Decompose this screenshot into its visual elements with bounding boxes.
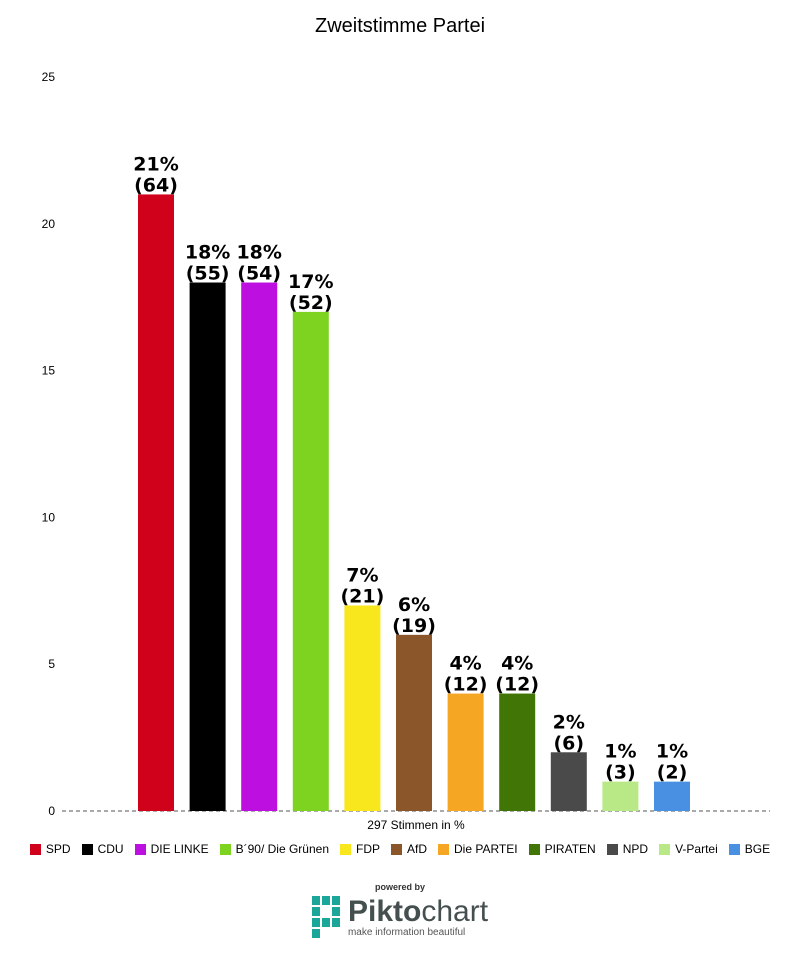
legend-swatch: [606, 843, 618, 855]
brand-tagline: make information beautiful: [347, 926, 466, 938]
legend-label: V-Partei: [675, 842, 718, 856]
legend-swatch: [438, 843, 450, 855]
piktochart-logo: powered by Piktochart make information b…: [0, 882, 800, 938]
data-label-percent: 6%: [398, 594, 430, 616]
data-label-count: (52): [289, 292, 333, 314]
data-label-count: (12): [444, 674, 488, 696]
bar-piraten: [499, 693, 536, 811]
bar-fdp: [344, 605, 381, 811]
data-label-count: (12): [495, 674, 539, 696]
bar-cdu: [189, 282, 226, 811]
data-label-count: (3): [605, 762, 636, 784]
bar-b-90-die-gr-nen: [292, 311, 329, 811]
bar-v-partei: [602, 781, 639, 811]
legend-item[interactable]: PIRATEN: [528, 842, 596, 856]
legend-item[interactable]: B´90/ Die Grünen: [219, 842, 329, 856]
bar-afd: [396, 634, 432, 811]
legend-item[interactable]: AfD: [391, 842, 427, 856]
data-label-count: (64): [134, 174, 178, 196]
data-label-count: (19): [392, 615, 436, 637]
chart-title: Zweitstimme Partei: [315, 15, 485, 37]
data-label-percent: 7%: [346, 564, 378, 586]
brand-bold: Pikto: [347, 894, 422, 928]
legend-label: SPD: [45, 842, 71, 856]
legend-label: DIE LINKE: [150, 842, 209, 856]
bar-die-linke: [241, 282, 278, 811]
legend-item[interactable]: V-Partei: [659, 842, 718, 856]
legend-item[interactable]: DIE LINKE: [134, 842, 209, 856]
legend: SPD CDU DIE LINKE B´90/ Die Grünen FDP AfD Die…: [0, 842, 800, 856]
legend-swatch: [391, 843, 402, 855]
data-label-percent: 18%: [236, 242, 281, 264]
data-label-percent: 18%: [185, 242, 230, 264]
legend-swatch: [81, 843, 93, 855]
data-label-percent: 4%: [449, 653, 481, 675]
data-label-percent: 17%: [288, 271, 333, 293]
y-tick-label: 10: [42, 510, 56, 524]
y-tick-label: 15: [42, 364, 56, 378]
legend-item[interactable]: SPD: [29, 842, 71, 856]
data-label-percent: 1%: [604, 741, 636, 763]
data-label-count: (21): [340, 585, 384, 607]
data-label-percent: 21%: [133, 153, 178, 175]
data-label-count: (55): [186, 263, 230, 285]
legend-item[interactable]: CDU: [81, 842, 124, 856]
data-label-count: (2): [657, 762, 688, 784]
legend-label: NPD: [622, 842, 649, 856]
legend-swatch: [29, 843, 41, 855]
legend-label: Die PARTEI: [454, 842, 518, 856]
legend-label: CDU: [97, 842, 124, 856]
bar-bge: [654, 781, 690, 811]
legend-label: PIRATEN: [544, 842, 596, 856]
legend-swatch: [134, 843, 146, 855]
y-tick-label: 25: [42, 70, 56, 84]
data-label-count: (6): [554, 732, 585, 754]
legend-item[interactable]: Die PARTEI: [438, 842, 518, 856]
data-label-percent: 1%: [656, 741, 688, 763]
legend-swatch: [340, 843, 351, 855]
legend-swatch: [728, 843, 740, 855]
brand-light: chart: [421, 894, 489, 928]
legend-item[interactable]: NPD: [606, 842, 649, 856]
bar-npd: [550, 752, 587, 811]
y-tick-label: 5: [48, 657, 55, 671]
legend-label: BGE: [744, 842, 771, 856]
legend-item[interactable]: FDP: [340, 842, 380, 856]
y-tick-label: 20: [42, 217, 56, 231]
piktochart-icon: [311, 896, 342, 938]
y-tick-label: 0: [48, 804, 55, 818]
powered-by-text: powered by: [374, 882, 425, 892]
bar-spd: [138, 194, 174, 811]
legend-label: FDP: [356, 842, 380, 856]
legend-swatch: [659, 843, 671, 855]
bar-die-partei: [447, 693, 484, 811]
legend-label: AfD: [407, 842, 428, 856]
legend-label: B´90/ Die Grünen: [235, 842, 329, 856]
data-label-percent: 2%: [553, 711, 585, 733]
data-label-percent: 4%: [501, 653, 533, 675]
legend-swatch: [528, 843, 540, 855]
data-label-count: (54): [237, 263, 281, 285]
legend-swatch: [219, 843, 231, 855]
x-axis-label: 297 Stimmen in %: [367, 818, 465, 832]
legend-item[interactable]: BGE: [728, 842, 771, 856]
